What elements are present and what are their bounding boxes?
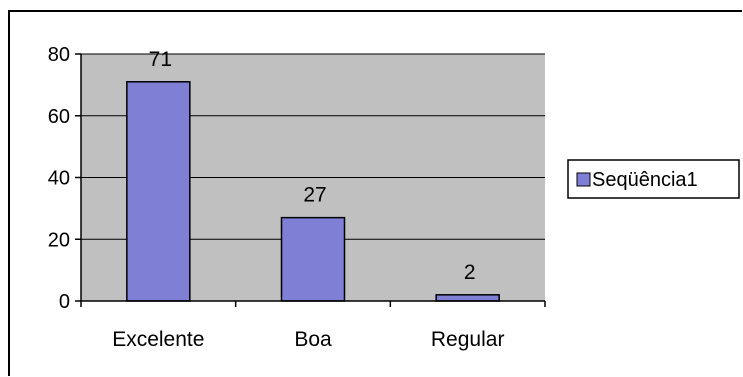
- bar-boa: [280, 216, 346, 302]
- legend-entry-label: Seqüência1: [592, 169, 698, 191]
- y-tick-label-80: 80: [48, 44, 70, 66]
- data-labels: 71 27 2: [149, 48, 476, 284]
- legend: Seqüência1: [567, 159, 740, 199]
- x-tick-label-regular: Regular: [431, 328, 505, 351]
- x-tick-label-excelente: Excelente: [112, 328, 204, 351]
- data-label-excelente: 71: [149, 48, 172, 71]
- legend-swatch: [576, 172, 591, 187]
- data-label-boa: 27: [303, 184, 326, 207]
- y-tick-label-60: 60: [48, 106, 70, 128]
- x-tick-label-boa: Boa: [294, 328, 332, 351]
- bars: [126, 81, 500, 302]
- axes: [75, 53, 546, 307]
- y-tick-label-0: 0: [59, 291, 70, 313]
- legend-box: [567, 159, 740, 199]
- bar-regular: [435, 294, 500, 302]
- bar-excelente: [126, 81, 191, 302]
- y-tick-label-40: 40: [48, 168, 70, 190]
- data-label-regular: 2: [464, 261, 476, 284]
- y-tick-labels: 0 20 40 60 80: [48, 44, 70, 313]
- x-tick-labels: Excelente Boa Regular: [112, 328, 504, 351]
- y-tick-label-20: 20: [48, 229, 70, 251]
